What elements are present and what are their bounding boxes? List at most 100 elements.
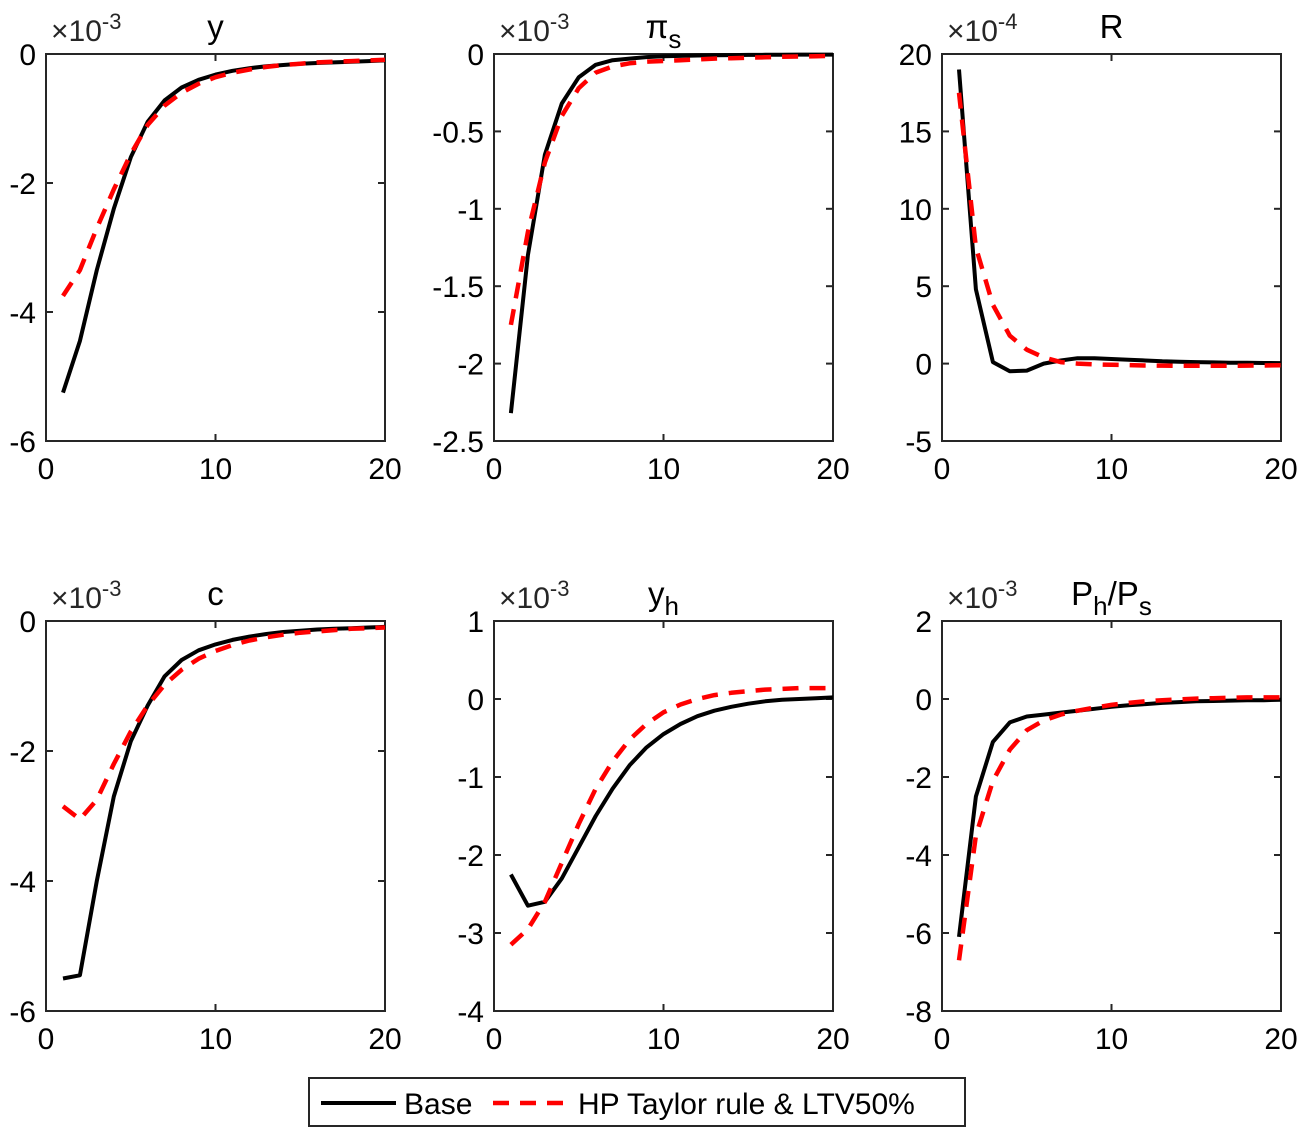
subplot-title: R [1100,8,1124,45]
x-tick-label: 20 [816,1023,849,1056]
x-tick-label: 10 [1095,1023,1128,1056]
y-tick-label: -1 [457,194,484,227]
x-tick-label: 10 [647,453,680,486]
x-tick-label: 20 [368,453,401,486]
y-tick-label: -2.5 [432,426,484,459]
axis-multiplier-base: ×10 [499,582,550,615]
subplot-1: 0 10 20 -6 -4 -2 0 ×10-3 y [9,8,401,486]
subplot-grid: 0 10 20-6-4-20×10-3 y0 10 20-2.5-2-1.5-1-0.50… [9,8,1297,1056]
x-tick-label: 0 [38,453,55,486]
y-tick-label: -1.5 [432,271,484,304]
y-tick-label: -6 [905,918,932,951]
legend-box [308,1077,966,1127]
axis-multiplier-exponent: -3 [102,9,122,34]
y-tick-label: -0.5 [432,116,484,149]
y-tick-label: -4 [905,840,932,873]
title-part: /P [1108,575,1139,612]
x-tick-label: 0 [38,1023,55,1056]
subplot-title: πs [646,8,682,54]
axis-multiplier-base: ×10 [947,15,998,48]
axes-box [493,53,834,442]
y-tick-label: -2 [905,762,932,795]
axis-multiplier-base: ×10 [51,15,102,48]
x-tick-label: 20 [1264,1023,1297,1056]
series-line-hp-taylor-ltv50 [956,92,1282,369]
subplot-title: y [207,8,224,45]
y-tick-label: 1 [467,606,484,639]
series-line-base [508,52,833,414]
series-line-hp-taylor-ltv50 [61,57,386,298]
axis-multiplier: ×10-3 [51,9,121,48]
y-tick-label: 0 [467,684,484,717]
y-tick-label: 0 [915,349,932,382]
subplot-title: c [207,575,224,612]
x-tick-label: 10 [647,1023,680,1056]
title-subscript: h [1093,591,1107,621]
y-tick-label: 2 [915,606,932,639]
series-line-hp-taylor-ltv50 [956,695,1281,961]
axes-box [941,53,1282,442]
axis-multiplier-exponent: -3 [102,576,122,601]
y-tick-label: -6 [9,996,36,1029]
series-line-base [509,695,834,908]
y-tick-label: -2 [9,736,36,769]
y-tick-label: 0 [19,606,36,639]
axis-multiplier: ×10-3 [499,576,569,615]
axes-box [45,620,386,1012]
title-subscript: s [1139,591,1152,621]
y-tick-label: -5 [905,426,932,459]
x-tick-label: 10 [199,1023,232,1056]
y-tick-label: 15 [899,116,932,149]
title-main: π [646,8,669,45]
x-tick-label: 0 [486,1023,503,1056]
x-tick-label: 20 [1264,453,1297,486]
subplot-2: 0 10 20 -2.5 -2 -1.5 -1 -0.5 0 ×10-3 πs [432,8,849,486]
y-tick-label: 10 [899,194,932,227]
y-tick-label: -8 [905,996,932,1029]
subplot-title: yh [648,575,679,621]
y-tick-label: 5 [915,271,932,304]
title-part: P [1071,575,1093,612]
axis-multiplier-exponent: -3 [550,9,570,34]
subplot-title: Ph/Ps [1071,575,1152,621]
axis-multiplier: ×10-3 [499,9,569,48]
y-tick-label: -4 [457,996,484,1029]
axis-multiplier-base: ×10 [947,582,998,615]
y-tick-label: -2 [9,168,36,201]
axis-multiplier-exponent: -3 [998,576,1018,601]
y-tick-label: 0 [19,39,36,72]
x-tick-label: 10 [1095,453,1128,486]
subplot-6: 0 10 20 -8 -6 -4 -2 0 2 ×10-3 Ph/Ps [905,575,1297,1056]
y-tick-label: -2 [457,840,484,873]
axis-multiplier-base: ×10 [499,15,550,48]
subplot-5: 0 10 20 -4 -3 -2 -1 0 1 ×10-3 yh [457,575,849,1056]
x-tick-label: 0 [934,1023,951,1056]
x-tick-label: 0 [486,453,503,486]
x-tick-label: 20 [368,1023,401,1056]
y-tick-label: -3 [457,918,484,951]
title-main: y [648,575,665,612]
series-line-base [957,697,1282,938]
y-tick-label: 0 [915,684,932,717]
title-subscript: h [665,591,679,621]
y-tick-label: 20 [899,39,932,72]
axis-multiplier-base: ×10 [51,582,102,615]
y-tick-label: -6 [9,426,36,459]
y-tick-label: -4 [9,297,36,330]
axis-multiplier: ×10-4 [947,9,1017,48]
y-tick-label: -1 [457,762,484,795]
y-tick-label: -2 [457,349,484,382]
axes-box [45,53,386,442]
legend: Base HP Taylor rule & LTV50% [308,1077,966,1127]
y-tick-label: -4 [9,866,36,899]
axes-box [941,620,1282,1012]
series-line-hp-taylor-ltv50 [61,625,386,822]
legend-label: HP Taylor rule & LTV50% [578,1088,915,1121]
x-tick-label: 10 [199,453,232,486]
title-subscript: s [668,24,681,54]
axes-box [493,620,834,1012]
axis-multiplier-exponent: -4 [998,9,1018,34]
x-tick-label: 0 [934,453,951,486]
